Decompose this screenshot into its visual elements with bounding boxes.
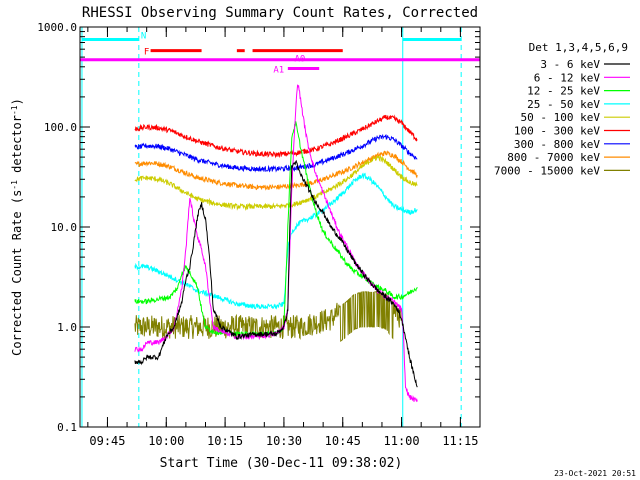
series-line bbox=[134, 154, 418, 212]
x-tick-label: 11:00 bbox=[384, 434, 420, 448]
x-tick-label: 09:45 bbox=[89, 434, 125, 448]
y-axis-label-sup: -1 bbox=[10, 180, 19, 190]
series-line bbox=[134, 114, 418, 159]
legend-entry-label: 100 - 300 keV bbox=[514, 125, 600, 138]
series-line bbox=[134, 291, 403, 342]
series-line bbox=[134, 150, 418, 191]
y-tick-label: 0.1 bbox=[57, 421, 77, 434]
y-axis-label-part: detector bbox=[10, 115, 24, 180]
legend-entry-label: 800 - 7000 keV bbox=[507, 151, 600, 164]
legend-entry-label: 50 - 100 keV bbox=[521, 111, 601, 124]
x-tick-label: 10:15 bbox=[207, 434, 243, 448]
series-layer bbox=[134, 84, 418, 403]
attenuator-label: A0 bbox=[295, 54, 306, 64]
y-axis-label: Corrected Count Rate (s-1 detector-1) bbox=[10, 98, 25, 356]
legend-title: Det 1,3,4,5,6,9 bbox=[529, 41, 628, 54]
y-tick-label: 1.0 bbox=[57, 321, 77, 334]
y-tick-label: 100.0 bbox=[44, 121, 77, 134]
flare-flag-label: F bbox=[144, 48, 149, 58]
x-tick-label: 10:30 bbox=[266, 434, 302, 448]
axes-layer: 0.1 1.0 10.0 100.0 1000.0 09:45 10:00 10:15 10:3… bbox=[37, 21, 481, 448]
y-axis-label-part: ) bbox=[10, 98, 24, 105]
x-tick-label: 10:00 bbox=[148, 434, 184, 448]
legend-entry-label: 12 - 25 keV bbox=[527, 85, 600, 98]
y-tick-label: 1000.0 bbox=[37, 21, 77, 34]
x-tick-label: 11:15 bbox=[442, 434, 478, 448]
annotation-layer: NF A1 A0 bbox=[80, 27, 480, 427]
x-axis-label: Start Time (30-Dec-11 09:38:02) bbox=[160, 456, 403, 471]
y-tick-label: 10.0 bbox=[51, 221, 78, 234]
x-tick-label: 10:45 bbox=[325, 434, 361, 448]
y-axis-label-sup: -1 bbox=[10, 105, 19, 115]
legend-entry-label: 7000 - 15000 keV bbox=[494, 164, 600, 177]
night-flag-label: N bbox=[141, 31, 146, 41]
series-line bbox=[134, 159, 418, 388]
legend-entry-label: 300 - 800 keV bbox=[514, 138, 600, 151]
y-axis-label-part: Corrected Count Rate (s bbox=[10, 190, 24, 356]
attenuator-label: A1 bbox=[273, 65, 284, 75]
legend-entry-label: 6 - 12 keV bbox=[534, 71, 601, 84]
series-line bbox=[134, 133, 418, 173]
chart-title: RHESSI Observing Summary Count Rates, Co… bbox=[82, 5, 478, 21]
legend-entry-label: 25 - 50 keV bbox=[527, 98, 600, 111]
legend-entry-label: 3 - 6 keV bbox=[540, 58, 600, 71]
timestamp: 23-Oct-2021 20:51 bbox=[554, 469, 636, 478]
